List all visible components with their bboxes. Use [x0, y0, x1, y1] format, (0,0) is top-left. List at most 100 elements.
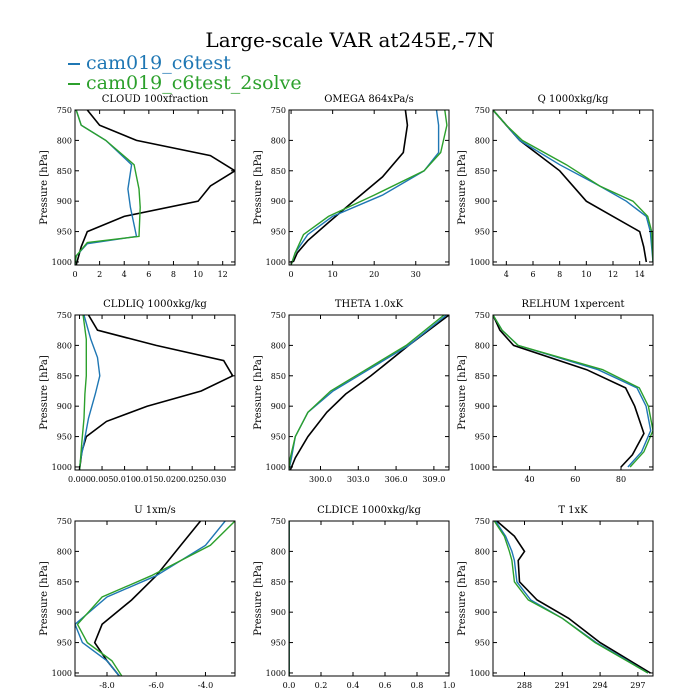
x-tick-label: -4.0 — [198, 681, 213, 690]
y-tick-label: 850 — [475, 167, 490, 176]
y-tick-label: 750 — [57, 311, 72, 320]
y-tick-label: 800 — [475, 136, 490, 145]
panel-title: CLDLIQ 1000xkg/kg — [103, 299, 207, 310]
x-tick-label: 0.2 — [315, 681, 328, 690]
y-tick-label: 850 — [475, 578, 490, 587]
x-tick-label: 0.010 — [113, 475, 136, 484]
y-tick-label: 800 — [271, 136, 286, 145]
x-tick-label: 4 — [504, 270, 509, 279]
y-tick-label: 900 — [271, 197, 286, 206]
x-tick-label: 306.0 — [385, 475, 408, 484]
x-tick-label: 40 — [524, 475, 534, 484]
y-tick-label: 900 — [475, 402, 490, 411]
series-line-black — [78, 315, 234, 470]
x-tick-label: 0.005 — [91, 475, 114, 484]
y-tick-label: 850 — [57, 372, 72, 381]
y-tick-label: 950 — [57, 228, 72, 237]
panel-frame — [74, 314, 236, 471]
chart-panel-2: OMEGA 864xPa/s Pressure [hPa] 750 800 850 900… — [253, 94, 450, 279]
x-tick-label: 309.0 — [422, 475, 445, 484]
x-tick-label: 10 — [193, 270, 203, 279]
legend-swatch-c6test-2solve — [68, 83, 80, 85]
legend-item-c6test-2solve: cam019_c6test_2solve — [68, 72, 302, 94]
y-tick-label: 950 — [475, 228, 490, 237]
panel-frame — [288, 314, 450, 471]
panel-frame — [288, 109, 450, 266]
y-tick-label: 750 — [57, 517, 72, 526]
panel-title: Q 1000xkg/kg — [538, 94, 609, 105]
panel-title: CLOUD 100xfraction — [102, 94, 209, 105]
y-axis-label: Pressure [hPa] — [457, 561, 468, 636]
y-tick-label: 750 — [271, 311, 286, 320]
y-tick-label: 800 — [57, 341, 72, 350]
legend-swatch-c6test — [68, 63, 80, 65]
y-axis-label: Pressure [hPa] — [253, 355, 264, 430]
y-tick-label: 900 — [475, 608, 490, 617]
panel-frame — [74, 520, 236, 677]
series-line-cam019_c6test_2solve — [76, 521, 235, 676]
x-tick-label: 30 — [411, 270, 421, 279]
figure-title: Large-scale VAR at245E,-7N — [205, 28, 495, 52]
x-tick-label: 0.025 — [181, 475, 204, 484]
series-line-cam019_c6test — [290, 110, 440, 265]
chart-panel-1: CLOUD 100xfraction Pressure [hPa] 750 800 85… — [39, 94, 236, 279]
chart-panel-9: T 1xK Pressure [hPa] 750 800 850 900 950 1000 28… — [457, 505, 654, 690]
x-tick-label: -8.0 — [99, 681, 114, 690]
x-tick-label: -6.0 — [149, 681, 164, 690]
x-tick-label: 0.8 — [411, 681, 424, 690]
y-tick-label: 1000 — [266, 463, 286, 472]
y-tick-label: 750 — [475, 106, 490, 115]
chart-panel-8: CLDICE 1000xkg/kg Pressure [hPa] 750 800 850… — [253, 505, 455, 690]
panel-title: THETA 1.0xK — [335, 299, 404, 310]
y-tick-label: 950 — [57, 639, 72, 648]
panel-frame — [74, 109, 236, 266]
x-tick-label: 0.015 — [136, 475, 159, 484]
y-tick-label: 900 — [57, 197, 72, 206]
chart-panel-3: Q 1000xkg/kg Pressure [hPa] 750 800 850 900 95… — [457, 94, 654, 279]
x-tick-label: 0.020 — [158, 475, 181, 484]
series-line-black — [75, 110, 235, 265]
series-line-cam019_c6test — [75, 521, 226, 676]
x-tick-label: 291 — [555, 681, 570, 690]
panel-frame — [492, 109, 654, 266]
chart-panel-4: CLDLIQ 1000xkg/kg Pressure [hPa] 750 800 850… — [39, 299, 236, 484]
y-tick-label: 850 — [271, 167, 286, 176]
series-line-cam019_c6test_2solve — [78, 315, 87, 470]
y-axis-label: Pressure [hPa] — [457, 150, 468, 225]
x-tick-label: 6 — [530, 270, 535, 279]
series-line-black — [493, 110, 648, 263]
series-line-cam019_c6test — [289, 315, 447, 470]
y-tick-label: 950 — [57, 433, 72, 442]
y-tick-label: 1000 — [52, 463, 72, 472]
series-line-cam019_c6test_2solve — [493, 521, 649, 674]
x-tick-label: 12 — [218, 270, 228, 279]
y-tick-label: 950 — [475, 639, 490, 648]
panel-frame — [288, 520, 450, 677]
y-tick-label: 1000 — [52, 258, 72, 267]
y-tick-label: 1000 — [470, 258, 490, 267]
x-tick-label: 12 — [608, 270, 618, 279]
legend-item-c6test: cam019_c6test — [68, 52, 231, 74]
y-tick-label: 1000 — [266, 258, 286, 267]
legend-label-c6test: cam019_c6test — [86, 52, 231, 74]
y-tick-label: 800 — [475, 341, 490, 350]
series-line-cam019_c6test_2solve — [493, 315, 653, 468]
x-tick-label: 303.0 — [347, 475, 370, 484]
series-line-cam019_c6test_2solve — [290, 110, 448, 265]
x-tick-label: 294 — [592, 681, 607, 690]
series-line-cam019_c6test — [494, 521, 649, 674]
x-tick-label: 8 — [557, 270, 562, 279]
y-tick-label: 950 — [271, 639, 286, 648]
chart-panel-7: U 1xm/s Pressure [hPa] 750 800 850 900 950 1000… — [39, 505, 236, 690]
y-tick-label: 750 — [271, 517, 286, 526]
x-tick-label: 300.0 — [309, 475, 332, 484]
x-tick-label: 60 — [570, 475, 580, 484]
x-tick-label: 10 — [581, 270, 591, 279]
y-tick-label: 750 — [57, 106, 72, 115]
y-tick-label: 750 — [475, 517, 490, 526]
y-axis-label: Pressure [hPa] — [39, 355, 50, 430]
series-line-cam019_c6test — [78, 315, 101, 470]
x-tick-label: 297 — [630, 681, 645, 690]
series-line-cam019_c6test — [75, 110, 138, 265]
